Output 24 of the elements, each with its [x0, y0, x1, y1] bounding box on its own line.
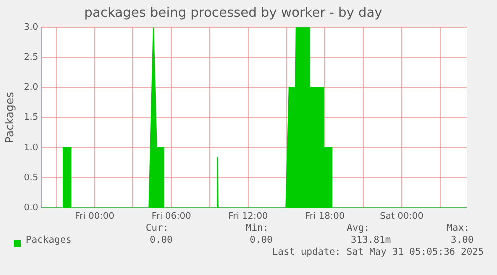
x-tick-label: Fri 18:00	[305, 212, 346, 222]
legend-label: Packages	[26, 235, 72, 246]
x-tick-label: Fri 12:00	[228, 212, 268, 222]
y-tick-label: 1.5	[24, 113, 39, 124]
text: 0.00	[250, 235, 273, 246]
chart-title: packages being processed by worker - by day	[84, 6, 383, 22]
y-tick-label: 2.0	[24, 83, 39, 94]
y-tick-label: 0.0	[24, 204, 39, 214]
y-tick-label: 0.5	[24, 173, 39, 184]
text: 313.81m	[351, 235, 392, 246]
x-tick-label: Sat 00:00	[380, 212, 424, 222]
y-tick-label: 1.0	[24, 143, 39, 154]
text: 3.00	[451, 235, 474, 246]
y-tick-label: 2.5	[24, 53, 39, 64]
text: 0.00	[150, 235, 173, 246]
text: Min:	[246, 223, 269, 234]
text: Avg:	[347, 223, 370, 234]
x-tick-label: Fri 00:00	[75, 212, 115, 222]
y-axis-title: Packages	[3, 92, 16, 144]
x-tick-label: Fri 06:00	[152, 212, 192, 222]
text: Cur:	[146, 223, 169, 234]
text: Last update: Sat May 31 05:05:36 2025	[272, 247, 484, 258]
text: Max:	[447, 223, 470, 234]
y-tick-label: 3.0	[24, 22, 39, 33]
